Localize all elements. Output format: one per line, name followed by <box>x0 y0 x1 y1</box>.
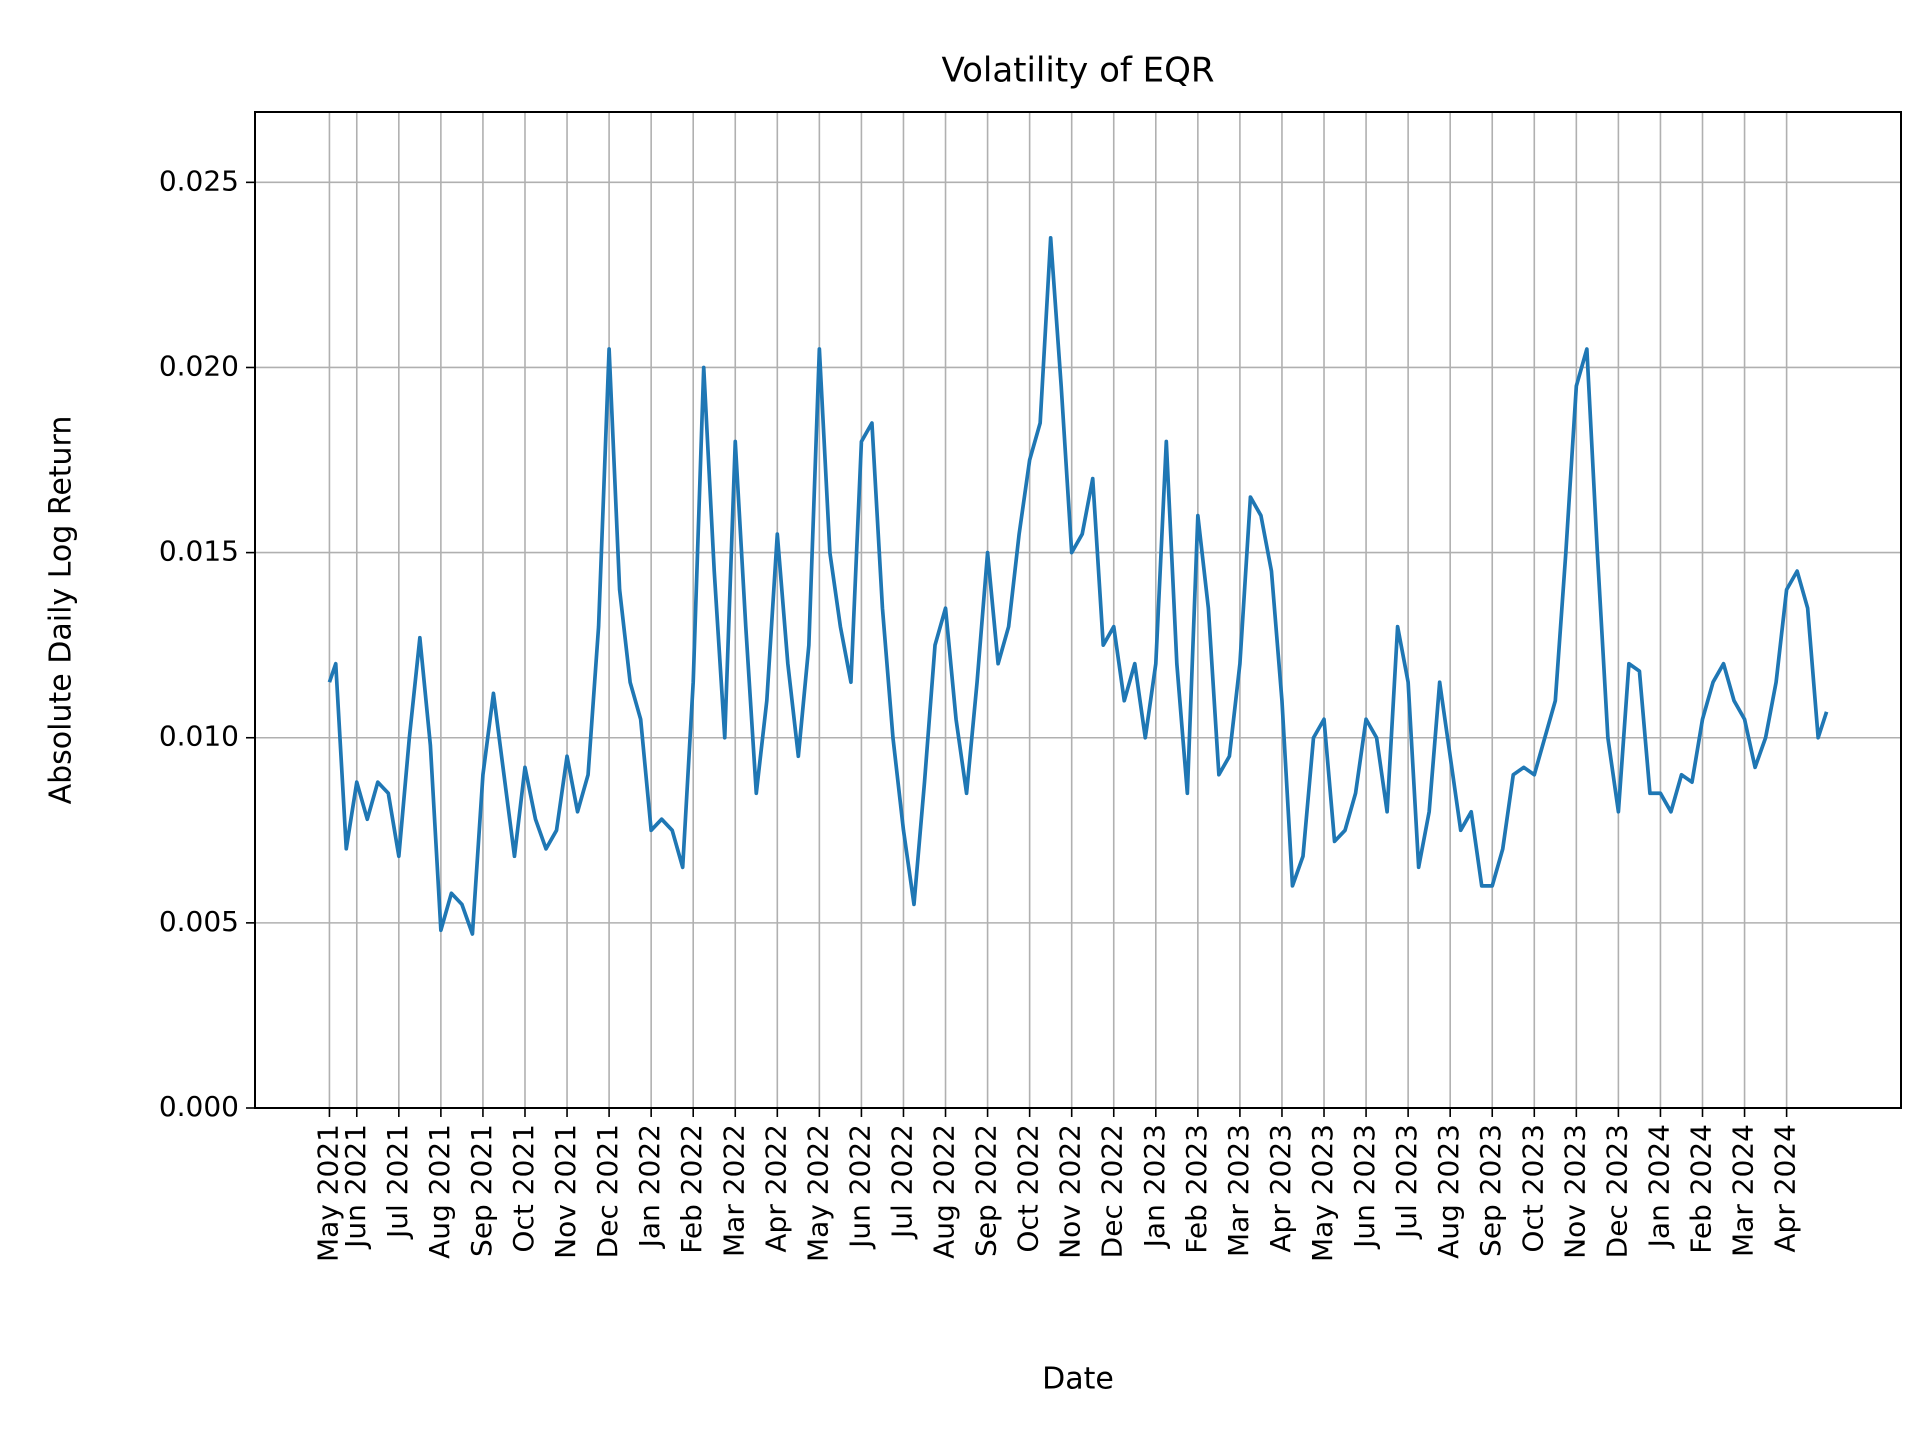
x-tick-label: Dec 2023 <box>1600 1124 1633 1258</box>
x-tick-label: Sep 2022 <box>970 1124 1003 1257</box>
x-tick-label: Mar 2023 <box>1222 1124 1255 1257</box>
y-tick-label: 0.025 <box>159 164 239 197</box>
x-tick-label: Jul 2021 <box>381 1124 414 1240</box>
y-tick-label: 0.005 <box>159 905 239 938</box>
x-tick-label: Feb 2022 <box>675 1124 708 1254</box>
x-tick-label: May 2023 <box>1306 1124 1339 1262</box>
chart-title: Volatility of EQR <box>941 51 1214 91</box>
x-tick-label: Nov 2023 <box>1558 1124 1591 1259</box>
x-tick-label: Sep 2023 <box>1474 1124 1507 1257</box>
x-tick-label: Sep 2021 <box>465 1124 498 1257</box>
x-tick-label: Oct 2023 <box>1516 1124 1549 1253</box>
x-tick-label: Oct 2021 <box>507 1124 540 1253</box>
y-axis-label: Absolute Daily Log Return <box>44 416 79 805</box>
x-tick-label: Jun 2021 <box>339 1124 372 1250</box>
x-tick-label: May 2022 <box>801 1124 834 1262</box>
x-tick-label: Jul 2022 <box>885 1124 918 1240</box>
x-tick-label: Aug 2021 <box>423 1124 456 1259</box>
x-tick-label: Feb 2023 <box>1180 1124 1213 1254</box>
y-tick-label: 0.000 <box>159 1090 239 1123</box>
x-tick-label: Dec 2022 <box>1096 1124 1129 1258</box>
y-tick-label: 0.010 <box>159 720 239 753</box>
x-tick-label: Jan 2023 <box>1138 1124 1171 1249</box>
x-tick-label: Jun 2022 <box>843 1124 876 1250</box>
x-tick-label: Nov 2021 <box>549 1124 582 1259</box>
x-tick-label: Feb 2024 <box>1685 1124 1718 1254</box>
x-tick-label: Dec 2021 <box>591 1124 624 1258</box>
x-tick-label: May 2021 <box>311 1124 344 1262</box>
x-tick-label: Jan 2024 <box>1642 1124 1675 1249</box>
x-tick-label: Oct 2022 <box>1012 1124 1045 1253</box>
x-tick-label: Mar 2024 <box>1727 1124 1760 1257</box>
x-tick-label: Apr 2022 <box>759 1124 792 1253</box>
x-tick-label: Apr 2024 <box>1769 1124 1802 1253</box>
x-tick-label: Mar 2022 <box>717 1124 750 1257</box>
plot-frame <box>254 111 1902 1109</box>
y-tick-label: 0.015 <box>159 535 239 568</box>
x-tick-label: Aug 2022 <box>928 1124 961 1259</box>
x-axis-label: Date <box>1042 1362 1114 1397</box>
x-tick-label: Aug 2023 <box>1432 1124 1465 1259</box>
y-tick-label: 0.020 <box>159 349 239 382</box>
x-tick-label: Jul 2023 <box>1390 1124 1423 1240</box>
x-tick-label: Jan 2022 <box>633 1124 666 1249</box>
data-line <box>327 236 1829 936</box>
x-tick-label: Jun 2023 <box>1348 1124 1381 1250</box>
x-tick-label: Apr 2023 <box>1264 1124 1297 1253</box>
x-tick-label: Nov 2022 <box>1054 1124 1087 1259</box>
